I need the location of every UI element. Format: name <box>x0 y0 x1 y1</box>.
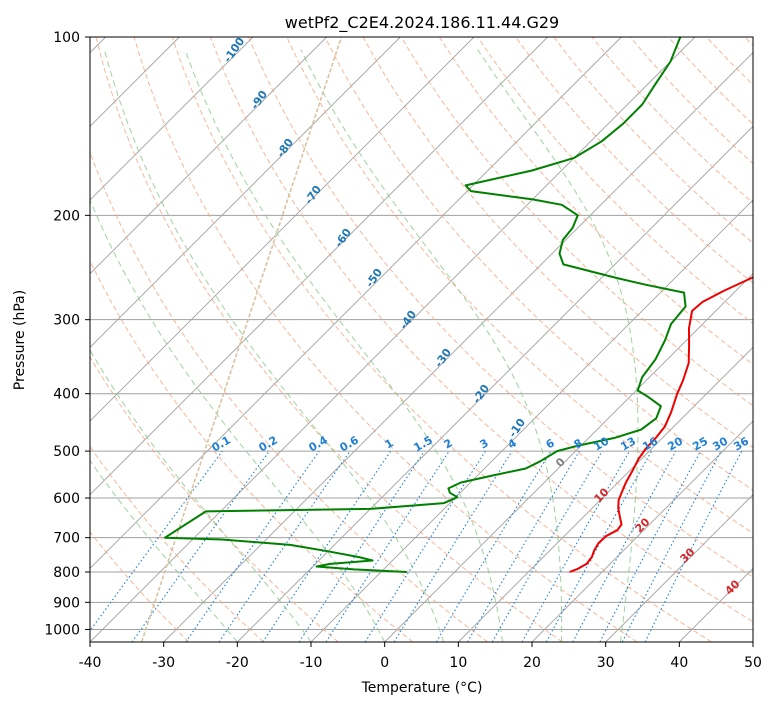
y-tick-label: 400 <box>53 387 80 403</box>
isotherm-line <box>90 37 622 569</box>
moist-adiabat-line <box>90 459 238 642</box>
profiles <box>163 37 753 573</box>
y-tick-label: 100 <box>53 30 80 46</box>
isotherm-line <box>752 641 753 642</box>
dry-adiabat-line <box>286 37 753 534</box>
chart-title: wetPf2_C2E4.2024.186.11.44.G29 <box>285 13 559 33</box>
mixing-ratio-line <box>131 450 270 642</box>
x-tick-label: 40 <box>670 655 688 671</box>
mixing-ratio-line <box>572 450 677 642</box>
plot-area <box>90 37 753 642</box>
x-tick-label: -40 <box>79 655 102 671</box>
y-axis-label: Pressure (hPa) <box>12 290 28 390</box>
y-tick-label: 1000 <box>44 622 80 638</box>
x-tick-label: 0 <box>380 655 389 671</box>
x-tick-label: -20 <box>226 655 249 671</box>
x-tick-label: -30 <box>152 655 175 671</box>
dry-adiabat-line <box>95 37 563 642</box>
y-tick-label: 900 <box>53 595 80 611</box>
isotherm-line <box>605 494 753 642</box>
x-tick-label: 30 <box>597 655 615 671</box>
isotherm-line <box>458 346 753 642</box>
x-tick-label: 50 <box>744 655 762 671</box>
dry-adiabat-line <box>90 259 414 642</box>
mixing-ratio-line <box>90 450 223 632</box>
isotherm-line <box>237 125 753 642</box>
reference-curve <box>140 37 343 642</box>
dewpoint-profile-line <box>163 37 687 573</box>
isotherm-line <box>90 37 548 496</box>
mixing-ratio-line <box>185 450 320 642</box>
moist-adiabat-line <box>90 349 312 642</box>
x-tick-label: 10 <box>449 655 467 671</box>
y-tick-label: 500 <box>53 444 80 460</box>
moist-adiabat-line <box>103 49 445 642</box>
x-tick-label: -10 <box>300 655 323 671</box>
dry-adiabat-line <box>248 37 753 578</box>
moist-adiabat-line <box>477 49 639 642</box>
mixing-ratio-line <box>521 450 630 642</box>
x-axis-label: Temperature (°C) <box>361 680 483 696</box>
isotherm-line <box>531 420 753 642</box>
isotherm-line <box>90 37 327 275</box>
dry-adiabat-line <box>171 37 712 642</box>
mixing-ratio-line <box>435 450 552 642</box>
mixing-ratio-line <box>364 450 486 642</box>
mixing-ratio-line <box>325 450 450 642</box>
dry-adiabat-line <box>438 37 753 365</box>
dry-adiabat-line <box>477 37 753 325</box>
dry-adiabat-line <box>362 37 753 449</box>
axes: -40 -30 -20 -10 0 10 20 30 40 50 100 200 300 400 500 60… <box>44 30 762 671</box>
isotherm-line <box>90 37 696 642</box>
mixing-ratio-line <box>545 450 653 642</box>
y-tick-label: 700 <box>53 531 80 547</box>
mixing-ratio-line <box>467 450 580 642</box>
dry-adiabat-line <box>90 531 190 642</box>
dry-adiabat-line <box>90 150 488 642</box>
y-tick-label: 300 <box>53 313 80 329</box>
dry-adiabat-line <box>591 37 753 204</box>
isotherm-line <box>90 37 254 201</box>
y-tick-label: 800 <box>53 565 80 581</box>
isotherm-line <box>384 273 753 642</box>
mixing-ratio-line <box>491 450 603 642</box>
isotherm-line <box>90 37 475 422</box>
plot-frame <box>89 36 754 643</box>
isotherm-line <box>90 37 401 348</box>
mixing-ratio-line <box>393 450 513 642</box>
mixing-ratio-line <box>218 450 351 642</box>
dry-adiabat-line <box>553 37 753 244</box>
dry-adiabat-line <box>133 37 638 642</box>
moist-adiabat-line <box>300 49 563 642</box>
isotherm-line <box>163 52 753 642</box>
dry-adiabat-line <box>400 37 753 407</box>
temperature-profile-line <box>569 276 753 573</box>
moist-adiabat-line <box>184 49 503 642</box>
x-tick-label: 20 <box>523 655 541 671</box>
background-lines <box>90 37 753 642</box>
y-tick-label: 600 <box>53 491 80 507</box>
dry-adiabat-line <box>324 37 753 491</box>
y-tick-label: 200 <box>53 208 80 224</box>
